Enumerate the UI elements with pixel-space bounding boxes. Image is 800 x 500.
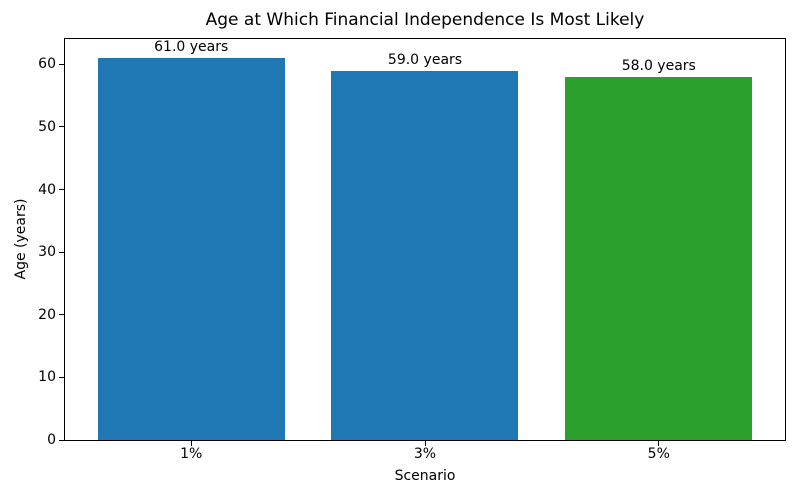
chart-title: Age at Which Financial Independence Is M…	[205, 10, 645, 30]
plot-area: 0 10 20 30 40 50 60 61.0 years 1% 59.0 years 3% 58.…	[38, 38, 786, 461]
y-tick-mark	[59, 63, 64, 65]
y-tick-mark	[59, 251, 64, 253]
y-tick-label: 60	[38, 56, 56, 73]
x-axis-label: Scenario	[394, 468, 456, 484]
y-tick-mark	[59, 376, 64, 378]
y-tick-mark	[59, 314, 64, 316]
y-tick-label: 0	[47, 432, 56, 448]
y-tick-label: 50	[38, 118, 56, 135]
y-tick-label: 30	[38, 244, 56, 261]
x-tick-mark	[424, 441, 426, 446]
bar-3%	[331, 70, 519, 440]
bar-value-label: 61.0 years	[154, 39, 229, 56]
y-tick-mark	[59, 189, 64, 191]
y-tick-label: 10	[38, 369, 56, 386]
y-axis-label: Age (years)	[13, 198, 29, 280]
bar-value-label: 59.0 years	[387, 51, 463, 68]
x-tick-label: 5%	[647, 446, 670, 462]
bar-5%	[565, 76, 753, 440]
y-tick-mark	[59, 126, 64, 128]
bar-value-label: 58.0 years	[621, 57, 696, 74]
y-tick-label: 20	[38, 306, 56, 323]
y-tick-label: 40	[38, 181, 56, 198]
x-tick-label: 3%	[413, 446, 437, 462]
bar-1%	[97, 58, 285, 440]
x-tick-mark	[658, 441, 660, 446]
x-tick-mark	[190, 441, 192, 446]
y-tick-mark	[59, 439, 64, 441]
x-tick-label: 1%	[180, 446, 203, 462]
